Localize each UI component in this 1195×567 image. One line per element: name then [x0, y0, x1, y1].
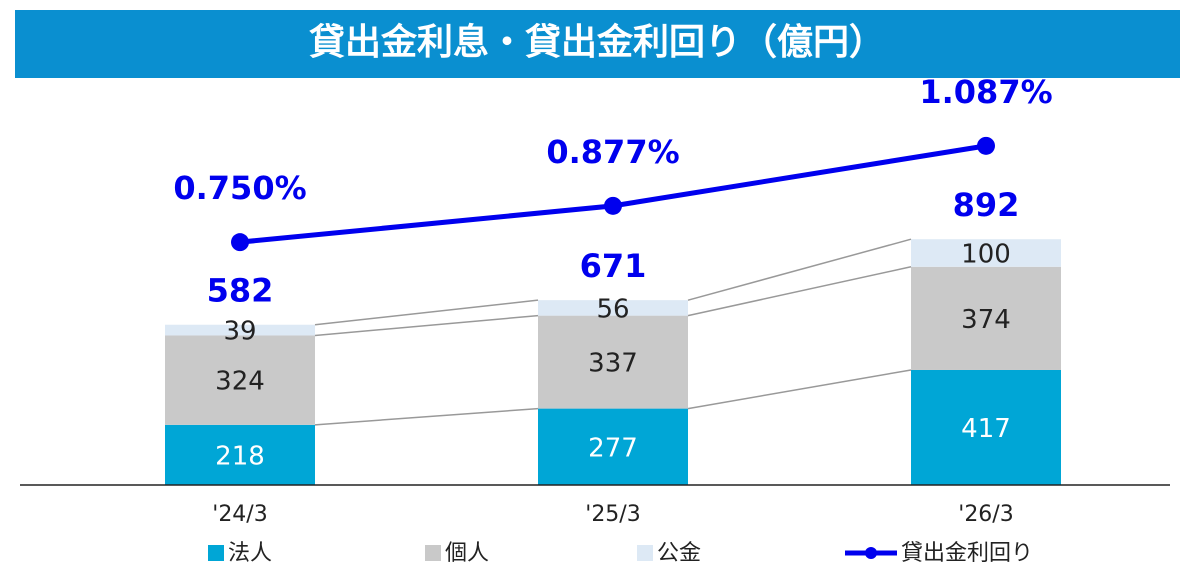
x-tick-label: '26/3 — [958, 502, 1013, 527]
bar-segment — [538, 408, 688, 485]
data-label: 337 — [588, 349, 638, 379]
bar-segment — [538, 300, 688, 316]
total-label: 582 — [207, 272, 274, 310]
bar-segment — [538, 315, 688, 409]
bar-segment — [911, 239, 1061, 267]
connector-line — [314, 299, 539, 326]
data-label: 56 — [596, 294, 629, 324]
line-label: 1.087% — [919, 73, 1052, 111]
data-label: 218 — [215, 441, 265, 471]
bar-segment — [911, 266, 1061, 370]
connector-line — [687, 238, 912, 301]
legend-label: 個人 — [445, 541, 489, 566]
legend-swatch — [425, 545, 441, 561]
line-point — [977, 136, 995, 155]
connector-line — [314, 407, 539, 426]
data-label: 277 — [588, 433, 638, 463]
title-bar — [15, 10, 1180, 78]
total-label: 671 — [580, 247, 647, 285]
data-label: 417 — [961, 414, 1011, 444]
legend-label: 貸出金利回り — [901, 541, 1033, 566]
legend-label: 公金 — [657, 541, 701, 566]
data-label: 324 — [215, 367, 265, 397]
total-label: 892 — [953, 186, 1020, 224]
bar-segment — [911, 369, 1061, 485]
connector-line — [314, 314, 539, 337]
x-tick-label: '24/3 — [212, 502, 267, 527]
bar-segment — [165, 424, 315, 485]
data-label: 374 — [961, 305, 1011, 335]
data-label: 39 — [223, 317, 256, 347]
line-label: 0.750% — [173, 169, 306, 207]
chart-title: 貸出金利息・貸出金利回り（億円） — [309, 21, 885, 63]
bar-segment — [165, 324, 315, 336]
connector-line — [687, 266, 912, 317]
line-label: 0.877% — [546, 133, 679, 171]
legend-swatch — [637, 545, 653, 561]
line-point — [604, 196, 622, 215]
legend-label: 法人 — [228, 541, 272, 566]
bar-segment — [165, 335, 315, 425]
line-point — [231, 233, 249, 252]
x-tick-label: '25/3 — [585, 502, 640, 527]
data-label: 100 — [961, 240, 1011, 270]
connector-line — [687, 369, 912, 410]
legend-dot — [865, 547, 877, 559]
legend-swatch — [208, 545, 224, 561]
